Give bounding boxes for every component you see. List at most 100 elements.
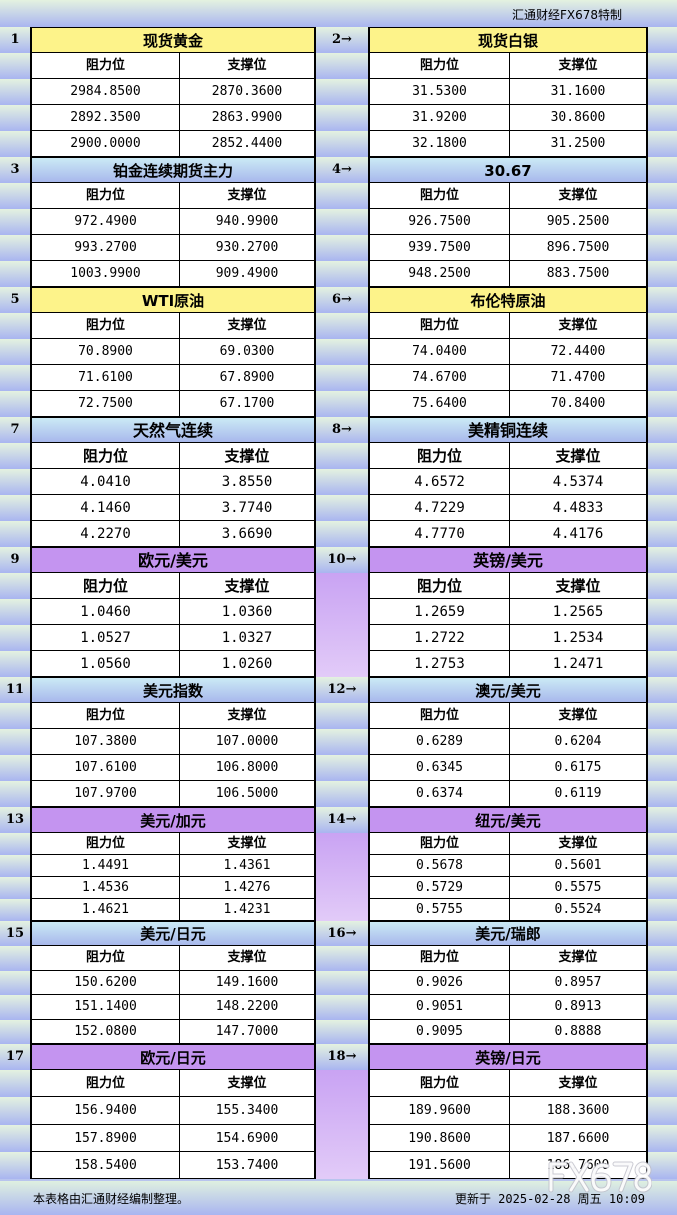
resistance-header: 阻力位 [370,313,510,339]
resistance-value: 0.9026 [370,970,510,995]
support-header: 支撑位 [510,53,646,79]
support-value: 31.2500 [510,131,646,157]
resistance-value: 1.4491 [32,855,180,877]
resistance-value: 0.5678 [370,855,510,877]
support-value: 70.8400 [510,391,646,417]
level-table: 布伦特原油 阻力位 支撑位 74.0400 72.4400 74.6700 71.4700 7… [368,287,648,417]
resistance-value: 948.2500 [370,261,510,287]
title-band [0,0,677,27]
resistance-value: 156.9400 [32,1097,180,1125]
support-value: 30.8600 [510,105,646,131]
instrument-name: 英镑/美元 [370,547,646,573]
section-number: 15 [5,926,25,941]
level-table: 铂金连续期货主力 阻力位 支撑位 972.4900 940.9900 993.2700 93… [30,157,316,287]
resistance-value: 189.9600 [370,1097,510,1125]
resistance-header: 阻力位 [370,1070,510,1098]
support-header: 支撑位 [180,946,314,971]
instrument-name: 欧元/日元 [32,1044,314,1070]
resistance-value: 1003.9900 [32,261,180,287]
resistance-value: 1.0460 [32,599,180,625]
support-value: 1.4231 [180,899,314,921]
level-table: 美元/日元 阻力位 支撑位 150.6200 149.1600 151.1400 148.2… [30,921,316,1044]
support-value: 186.7600 [510,1151,646,1179]
resistance-header: 阻力位 [370,946,510,971]
footer-note: 本表格由汇通财经编制整理。 [33,1192,190,1206]
resistance-value: 71.6100 [32,365,180,391]
level-table: 美元指数 阻力位 支撑位 107.3800 107.0000 107.6100 106.80… [30,677,316,807]
support-value: 930.2700 [180,235,314,261]
support-value: 153.7400 [180,1151,314,1179]
resistance-value: 926.7500 [370,209,510,235]
instrument-name: 30.67 [370,157,646,183]
support-header: 支撑位 [180,53,314,79]
resistance-value: 0.6289 [370,729,510,755]
support-value: 31.1600 [510,79,646,105]
resistance-value: 150.6200 [32,970,180,995]
resistance-value: 107.6100 [32,755,180,781]
support-value: 1.0360 [180,599,314,625]
section-number: 2→ [332,32,352,47]
support-value: 1.4361 [180,855,314,877]
resistance-value: 4.7229 [370,495,510,521]
level-table: 美元/加元 阻力位 支撑位 1.4491 1.4361 1.4536 1.4276 1.462… [30,807,316,921]
level-table: 英镑/美元 阻力位 支撑位 1.2659 1.2565 1.2722 1.2534 1.275… [368,547,648,677]
resistance-header: 阻力位 [370,53,510,79]
section-number: 6→ [332,292,352,307]
section-spacer [316,1070,368,1179]
resistance-value: 0.9051 [370,995,510,1020]
resistance-value: 75.6400 [370,391,510,417]
resistance-value: 972.4900 [32,209,180,235]
resistance-value: 74.6700 [370,365,510,391]
support-header: 支撑位 [510,313,646,339]
support-value: 107.0000 [180,729,314,755]
support-value: 71.4700 [510,365,646,391]
section-spacer [316,573,368,677]
support-value: 3.6690 [180,521,314,547]
resistance-header: 阻力位 [32,703,180,729]
resistance-value: 0.5729 [370,877,510,899]
instrument-name: 美元/加元 [32,807,314,833]
support-value: 0.5524 [510,899,646,921]
support-header: 支撑位 [180,183,314,209]
support-header: 支撑位 [180,1070,314,1098]
resistance-value: 32.1800 [370,131,510,157]
resistance-value: 1.2659 [370,599,510,625]
support-value: 0.6204 [510,729,646,755]
support-value: 1.2565 [510,599,646,625]
support-value: 106.5000 [180,781,314,807]
resistance-value: 31.9200 [370,105,510,131]
support-value: 155.3400 [180,1097,314,1125]
support-value: 1.2534 [510,625,646,651]
resistance-value: 4.7770 [370,521,510,547]
support-value: 69.0300 [180,339,314,365]
resistance-value: 152.0800 [32,1019,180,1044]
level-table: 美元/瑞郎 阻力位 支撑位 0.9026 0.8957 0.9051 0.8913 0.909… [368,921,648,1044]
resistance-value: 70.8900 [32,339,180,365]
support-header: 支撑位 [180,443,314,469]
resistance-value: 107.3800 [32,729,180,755]
support-header: 支撑位 [180,313,314,339]
section-number: 8→ [332,422,352,437]
resistance-header: 阻力位 [370,443,510,469]
section-number: 9 [10,552,20,567]
support-value: 4.4833 [510,495,646,521]
support-header: 支撑位 [180,833,314,855]
resistance-value: 151.1400 [32,995,180,1020]
support-header: 支撑位 [510,573,646,599]
level-table: 天然气连续 阻力位 支撑位 4.0410 3.8550 4.1460 3.7740 4.227… [30,417,316,547]
support-header: 支撑位 [510,833,646,855]
support-value: 187.6600 [510,1124,646,1152]
section-number: 12→ [327,682,357,697]
level-table: 现货黄金 阻力位 支撑位 2984.8500 2870.3600 2892.3500 286… [30,27,316,157]
level-table: 纽元/美元 阻力位 支撑位 0.5678 0.5601 0.5729 0.5575 0.575… [368,807,648,921]
resistance-value: 1.2753 [370,651,510,677]
resistance-value: 1.2722 [370,625,510,651]
section-number: 7 [10,422,20,437]
resistance-header: 阻力位 [32,183,180,209]
support-value: 1.4276 [180,877,314,899]
section-number: 1 [10,32,20,47]
page-title: 汇通财经FX678特制 [512,8,623,22]
instrument-name: 英镑/日元 [370,1044,646,1070]
level-table: 澳元/美元 阻力位 支撑位 0.6289 0.6204 0.6345 0.6175 0.637… [368,677,648,807]
support-value: 0.5601 [510,855,646,877]
